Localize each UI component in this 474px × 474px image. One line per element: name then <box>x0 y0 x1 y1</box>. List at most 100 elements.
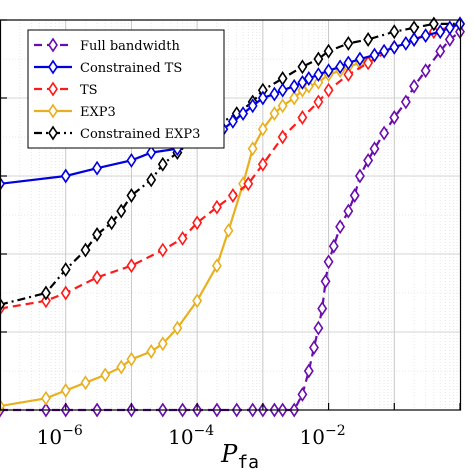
data-point <box>400 94 411 110</box>
data-point <box>369 47 380 63</box>
data-point <box>289 78 300 94</box>
data-point <box>363 32 374 47</box>
data-point <box>297 82 308 98</box>
data-point <box>106 215 117 231</box>
data-point <box>343 67 354 83</box>
legend-marker <box>48 103 58 119</box>
legend-label: Constrained TS <box>80 61 182 76</box>
data-point <box>60 168 71 184</box>
data-point <box>363 152 374 168</box>
data-point <box>192 293 203 309</box>
data-point <box>335 219 346 235</box>
x-tick-label: 10−2 <box>300 423 346 449</box>
data-point <box>389 39 400 55</box>
plot-area-frame <box>0 19 462 411</box>
series-line-ts <box>0 22 461 310</box>
data-point <box>227 113 238 129</box>
data-point <box>247 141 258 157</box>
legend-label: Full bandwidth <box>80 39 180 54</box>
data-point <box>100 367 111 383</box>
data-point <box>116 359 127 375</box>
data-point <box>420 63 431 79</box>
legend-label: EXP3 <box>80 105 116 120</box>
legend-entry-constrained-exp3: Constrained EXP3 <box>34 125 200 142</box>
data-point <box>349 188 360 203</box>
data-point <box>428 16 439 32</box>
data-point <box>323 82 334 98</box>
data-point <box>277 129 288 145</box>
data-point <box>444 32 455 47</box>
data-point <box>192 215 203 231</box>
data-point <box>303 363 314 379</box>
data-point <box>40 285 51 301</box>
data-point <box>157 156 168 172</box>
data-point <box>389 110 400 125</box>
data-point <box>400 35 411 51</box>
data-point <box>323 43 334 59</box>
data-point <box>409 32 420 47</box>
data-point <box>379 43 390 59</box>
data-point <box>343 55 354 71</box>
data-point <box>92 160 103 176</box>
data-point <box>60 383 71 398</box>
data-point <box>257 121 268 137</box>
data-point <box>126 258 137 274</box>
data-point <box>420 28 431 44</box>
data-point <box>269 86 280 102</box>
data-point <box>211 199 222 215</box>
legend: Full bandwidth Constrained TS TS EXP3 Constr… <box>27 29 225 149</box>
data-point <box>328 238 339 254</box>
data-point <box>435 24 446 40</box>
legend-entry-ts: TS <box>34 81 98 98</box>
data-point <box>126 152 137 168</box>
data-point <box>177 230 188 246</box>
data-point <box>313 74 324 90</box>
data-point <box>303 78 314 94</box>
legend-marker <box>48 59 58 75</box>
x-tick-label: 10−4 <box>168 423 214 449</box>
axes <box>0 19 462 411</box>
data-point <box>80 242 91 258</box>
data-point <box>277 98 288 114</box>
data-point <box>379 125 390 141</box>
data-point <box>289 90 300 106</box>
data-point <box>238 106 249 122</box>
data-point <box>269 106 280 122</box>
data-point <box>363 55 374 71</box>
data-point <box>211 258 222 274</box>
data-point <box>335 59 346 75</box>
data-point <box>303 71 314 86</box>
data-point <box>40 293 51 309</box>
data-point <box>317 301 328 317</box>
data-point <box>320 273 331 289</box>
data-point <box>126 351 137 367</box>
data-point <box>243 176 254 192</box>
data-point <box>60 262 71 278</box>
data-point <box>223 223 234 239</box>
data-point <box>257 156 268 172</box>
legend-entry-exp3: EXP3 <box>34 103 116 120</box>
x-axis-label: Pfa <box>220 440 259 473</box>
data-point <box>297 59 308 75</box>
data-point <box>157 242 168 258</box>
data-point <box>92 227 103 242</box>
series-ts <box>0 16 465 317</box>
data-point <box>297 74 308 90</box>
legend-marker <box>48 125 58 141</box>
legend-marker <box>48 81 58 97</box>
data-point <box>313 94 324 110</box>
data-point <box>369 141 380 157</box>
data-point <box>389 24 400 40</box>
data-point <box>323 254 334 270</box>
x-tick-label: 10−6 <box>37 423 83 449</box>
data-point <box>247 98 258 114</box>
data-point <box>323 63 334 79</box>
data-point <box>126 188 137 203</box>
tick-labels: 10−6 10−4 10−2 <box>37 423 346 449</box>
data-point <box>309 340 319 356</box>
legend-marker <box>48 37 58 53</box>
data-point <box>313 320 324 336</box>
data-point <box>146 145 157 161</box>
data-point <box>343 35 354 51</box>
